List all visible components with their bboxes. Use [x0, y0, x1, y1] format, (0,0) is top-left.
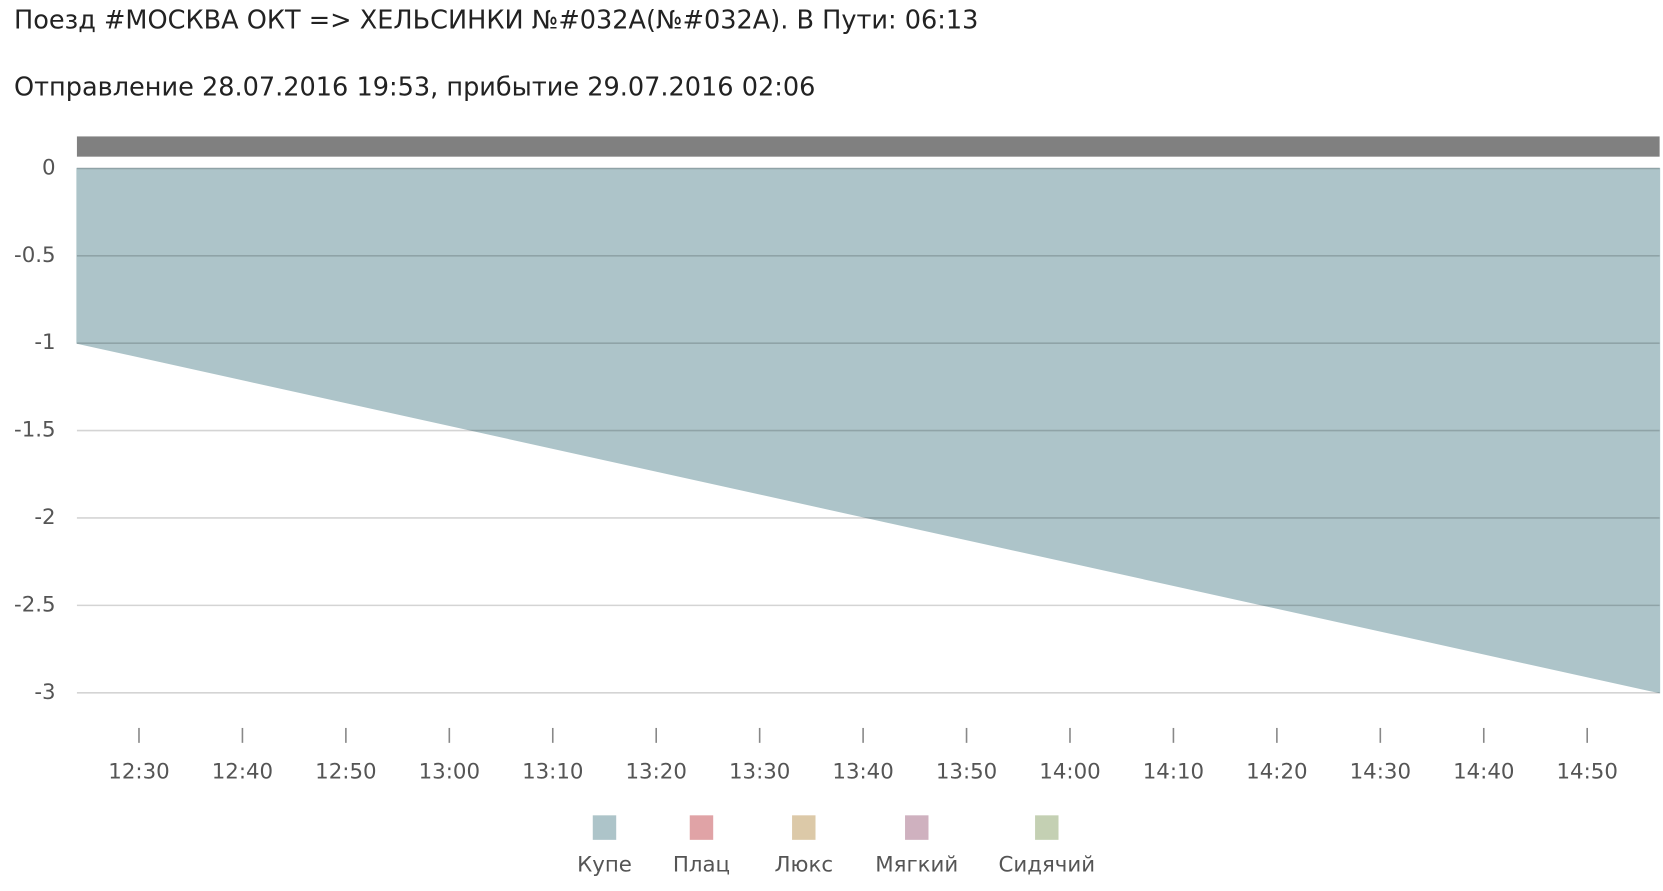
- legend-swatch[interactable]: [689, 815, 714, 840]
- x-tick-label: 12:40: [212, 760, 273, 785]
- legend-swatch[interactable]: [905, 815, 929, 840]
- area: [76, 167, 1661, 694]
- x-tick-label: 13:30: [729, 760, 790, 785]
- legend-label[interactable]: Мягкий: [875, 852, 958, 877]
- legend-swatch[interactable]: [1035, 815, 1059, 840]
- legend-swatch[interactable]: [792, 815, 816, 840]
- chart-title: Поезд #МОСКВА ОКТ => ХЕЛЬСИНКИ №#032А(№#…: [14, 5, 978, 35]
- x-tick-label: 14:40: [1453, 760, 1514, 785]
- legend-label[interactable]: Плац: [673, 852, 730, 877]
- x-tick-label: 14:30: [1350, 760, 1411, 785]
- legend-label[interactable]: Купе: [577, 852, 632, 877]
- y-tick-label: -1: [34, 330, 55, 355]
- x-tick-label: 12:50: [315, 760, 376, 785]
- y-tick-label: 0: [42, 155, 56, 180]
- y-tick-label: -0.5: [14, 243, 56, 268]
- y-tick-label: -3: [34, 680, 55, 705]
- chart-subtitle: Отправление 28.07.2016 19:53, прибытие 2…: [14, 72, 815, 102]
- y-tick-label: -2: [34, 505, 55, 530]
- x-tick-label: 14:20: [1246, 760, 1307, 785]
- x-tick-label: 13:50: [936, 760, 997, 785]
- top-bar: [76, 136, 1660, 157]
- x-tick-label: 13:00: [419, 760, 480, 785]
- x-tick-label: 12:30: [108, 760, 169, 785]
- legend-label[interactable]: Сидячий: [999, 852, 1096, 877]
- y-tick-label: -1.5: [14, 418, 56, 443]
- y-tick-label: -2.5: [14, 592, 56, 617]
- x-tick-label: 14:10: [1143, 760, 1204, 785]
- legend-swatch[interactable]: [592, 815, 617, 840]
- x-tick-label: 14:00: [1039, 760, 1100, 785]
- x-tick-label: 13:10: [522, 760, 583, 785]
- legend-label[interactable]: Люкс: [775, 852, 834, 877]
- x-tick-label: 13:20: [626, 760, 687, 785]
- x-tick-label: 14:50: [1557, 760, 1618, 785]
- x-tick-label: 13:40: [832, 760, 893, 785]
